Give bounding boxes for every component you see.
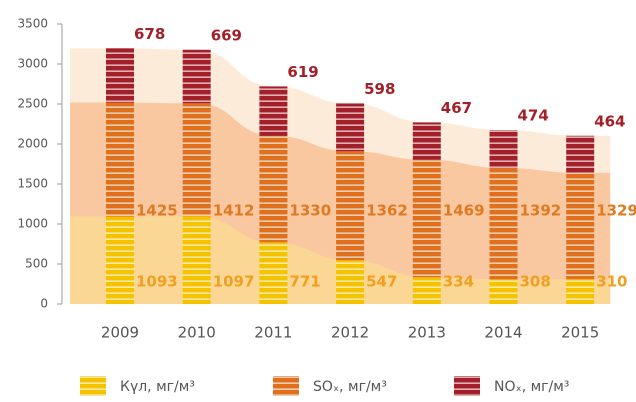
bar-segment bbox=[259, 242, 288, 304]
x-tick-label: 2013 bbox=[408, 324, 446, 342]
value-label: 678 bbox=[134, 25, 165, 43]
bar-segment bbox=[182, 103, 211, 217]
bar-segment bbox=[336, 151, 365, 261]
bar-segment bbox=[336, 260, 365, 304]
bar-segment bbox=[106, 216, 134, 304]
bar-segment bbox=[489, 130, 518, 168]
value-label: 310 bbox=[596, 273, 627, 291]
bar-segment bbox=[259, 86, 288, 136]
value-label: 1362 bbox=[366, 202, 408, 220]
legend-swatch bbox=[80, 376, 106, 396]
value-label: 1412 bbox=[213, 202, 255, 220]
x-tick-label: 2010 bbox=[178, 324, 216, 342]
value-label: 334 bbox=[443, 273, 474, 291]
legend-label: SOₓ, мг/м³ bbox=[313, 379, 387, 395]
value-label: 1425 bbox=[136, 202, 178, 220]
y-tick-label: 3000 bbox=[17, 57, 48, 71]
value-label: 771 bbox=[289, 273, 320, 291]
value-label: 464 bbox=[594, 112, 625, 130]
bar-segment bbox=[336, 103, 365, 152]
y-tick-label: 0 bbox=[40, 297, 48, 311]
value-label: 669 bbox=[211, 26, 242, 44]
value-label: 1093 bbox=[136, 273, 178, 291]
legend-swatch bbox=[454, 376, 480, 396]
y-tick-label: 2500 bbox=[17, 97, 48, 111]
value-label: 474 bbox=[518, 107, 549, 125]
legend-label: Күл, мг/м³ bbox=[120, 379, 195, 395]
x-tick-label: 2012 bbox=[331, 324, 369, 342]
x-tick-label: 2014 bbox=[484, 324, 522, 342]
x-tick-label: 2015 bbox=[561, 324, 599, 342]
bar-segment bbox=[489, 168, 518, 280]
x-tick-label: 2009 bbox=[101, 324, 139, 342]
y-tick-label: 2000 bbox=[17, 137, 48, 151]
bar-segment bbox=[412, 277, 441, 304]
bar-segment bbox=[489, 279, 518, 304]
bar-segment bbox=[412, 122, 441, 160]
value-label: 1097 bbox=[213, 273, 255, 291]
value-label: 547 bbox=[366, 273, 397, 291]
bar-segment bbox=[412, 159, 441, 278]
bar-segment bbox=[182, 216, 211, 304]
bar-segment bbox=[566, 279, 595, 304]
y-tick-label: 1500 bbox=[17, 177, 48, 191]
value-label: 619 bbox=[287, 63, 318, 81]
bar-segment bbox=[182, 49, 211, 104]
y-tick-label: 500 bbox=[25, 257, 48, 271]
value-label: 1469 bbox=[443, 202, 485, 220]
value-label: 1392 bbox=[520, 202, 562, 220]
bar-segment bbox=[566, 135, 595, 173]
bar-segment bbox=[106, 102, 134, 217]
bar-segment bbox=[566, 172, 595, 280]
value-label: 308 bbox=[520, 273, 551, 291]
y-tick-label: 1000 bbox=[17, 217, 48, 231]
value-label: 467 bbox=[441, 99, 472, 117]
x-tick-label: 2011 bbox=[254, 324, 292, 342]
value-label: 598 bbox=[364, 80, 395, 98]
value-label: 1329 bbox=[596, 202, 636, 220]
legend-label: NOₓ, мг/м³ bbox=[494, 379, 569, 395]
bar-segment bbox=[259, 135, 288, 243]
value-label: 1330 bbox=[289, 202, 331, 220]
legend-swatch bbox=[273, 376, 299, 396]
y-tick-label: 3500 bbox=[17, 17, 48, 31]
bar-segment bbox=[106, 48, 134, 103]
